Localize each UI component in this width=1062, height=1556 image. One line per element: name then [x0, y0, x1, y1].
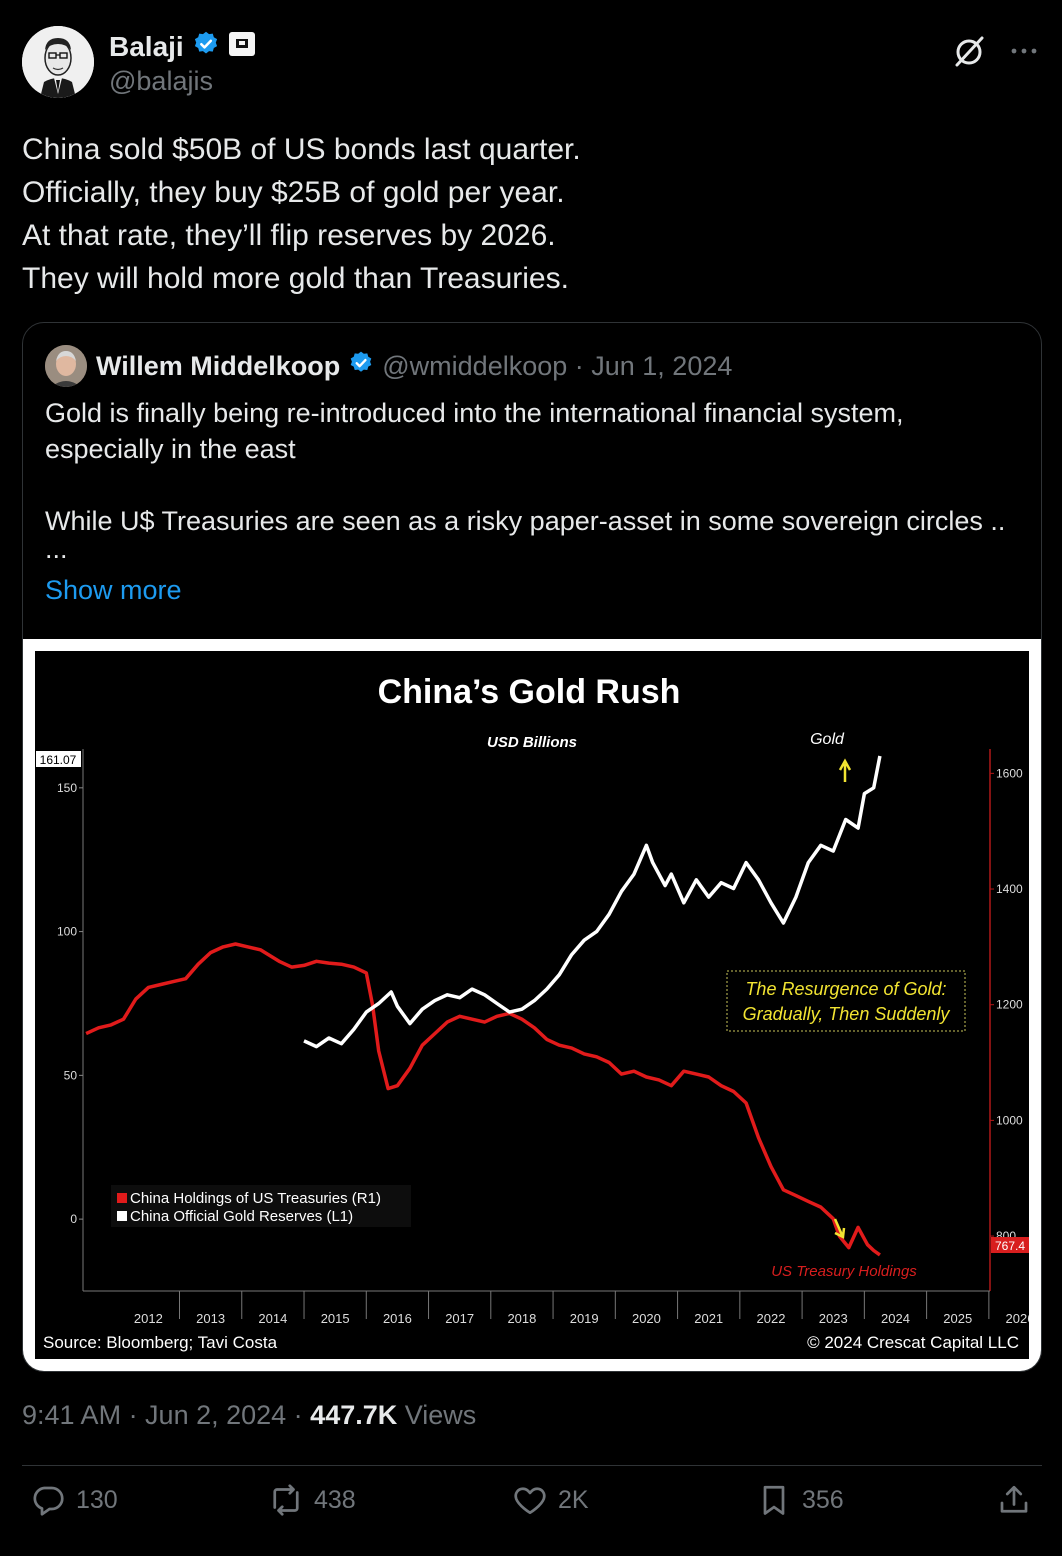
callout-line2: Gradually, Then Suddenly — [743, 1004, 951, 1024]
author-name[interactable]: Balaji — [109, 30, 184, 62]
views-label: Views — [397, 1400, 477, 1430]
like-count: 2K — [558, 1485, 589, 1514]
reply-count: 130 — [76, 1485, 118, 1514]
legend-swatch-treasuries — [117, 1193, 127, 1203]
quoted-handle-date[interactable]: @wmiddelkoop · Jun 1, 2024 — [382, 351, 733, 381]
bookmark-count: 356 — [802, 1485, 844, 1514]
left-tick-label: 100 — [57, 925, 77, 939]
author-handle[interactable]: @balajis — [109, 66, 213, 96]
x-tick-label: 2025 — [943, 1311, 972, 1326]
quoted-text: Gold is finally being re-introduced into… — [45, 395, 1025, 564]
treasury-series-label: US Treasury Holdings — [771, 1263, 917, 1280]
x-tick-label: 2014 — [258, 1311, 287, 1326]
tweet-line: At that rate, they’ll flip reserves by 2… — [22, 219, 556, 252]
callout-line1: The Resurgence of Gold: — [745, 979, 946, 999]
treasuries-line — [85, 942, 881, 1257]
callout-box — [726, 970, 966, 1032]
reply-icon — [33, 1486, 64, 1516]
heart-icon — [514, 1487, 546, 1515]
x-tick-label: 2017 — [445, 1311, 474, 1326]
chart-subtitle: USD Billions — [487, 734, 577, 751]
left-last-value: 161.07 — [40, 753, 77, 767]
repost-button[interactable]: 438 — [268, 1482, 356, 1518]
affiliate-badge-icon[interactable] — [228, 31, 256, 62]
x-tick-label: 2026 — [1006, 1311, 1029, 1326]
chart-source: Source: Bloomberg; Tavi Costa — [43, 1333, 278, 1352]
like-button[interactable]: 2K — [512, 1482, 589, 1518]
grok-icon[interactable] — [952, 34, 986, 68]
chart-svg: China’s Gold Rush USD Billions Gold US T… — [36, 673, 1034, 1352]
right-tick-label: 1200 — [996, 998, 1023, 1012]
x-axis-ticks: 2012 2013 2014 2015 2016 2017 2018 2019 2020 2021… — [134, 1291, 1034, 1326]
x-tick-label: 2021 — [694, 1311, 723, 1326]
legend-item-gold: China Official Gold Reserves (L1) — [130, 1208, 353, 1225]
right-last-value-box — [991, 1237, 1029, 1253]
left-axis-ticks: 0 50 100 150 — [57, 781, 83, 1226]
share-icon — [1000, 1485, 1028, 1513]
tweet-text: China sold $50B of US bonds last quarter… — [22, 128, 1032, 300]
quoted-ellipsis: ... — [45, 534, 68, 564]
tweet-line: They will hold more gold than Treasuries… — [22, 262, 569, 295]
x-tick-label: 2016 — [383, 1311, 412, 1326]
chart-image[interactable]: China’s Gold Rush USD Billions Gold US T… — [23, 639, 1041, 1371]
bookmark-button[interactable]: 356 — [756, 1482, 844, 1518]
chart-panel: China’s Gold Rush USD Billions Gold US T… — [35, 651, 1034, 1359]
x-tick-label: 2019 — [570, 1311, 599, 1326]
right-tick-label: 1000 — [996, 1113, 1023, 1127]
legend-box — [111, 1185, 411, 1227]
quoted-author-name[interactable]: Willem Middelkoop — [96, 351, 341, 381]
legend-swatch-gold — [117, 1211, 127, 1221]
repost-count: 438 — [314, 1485, 356, 1514]
left-tick-label: 50 — [64, 1068, 78, 1082]
gold-line — [303, 755, 882, 1049]
timestamp-text[interactable]: 9:41 AM · Jun 2, 2024 · — [22, 1400, 311, 1430]
left-tick-label: 0 — [70, 1212, 77, 1226]
series-lines — [85, 755, 882, 1257]
gold-series-label: Gold — [810, 731, 845, 748]
tweet-line: Officially, they buy $25B of gold per ye… — [22, 176, 565, 209]
right-tick-label: 1400 — [996, 882, 1023, 896]
quoted-author-avatar[interactable] — [45, 345, 87, 387]
x-tick-label: 2012 — [134, 1311, 163, 1326]
verified-badge-icon — [192, 30, 220, 63]
divider — [22, 1465, 1042, 1466]
chart-copyright: © 2024 Crescat Capital LLC — [807, 1333, 1019, 1352]
x-tick-label: 2023 — [819, 1311, 848, 1326]
x-tick-label: 2018 — [507, 1311, 536, 1326]
x-tick-label: 2024 — [881, 1311, 910, 1326]
tweet-line: China sold $50B of US bonds last quarter… — [22, 133, 581, 166]
verified-badge-icon — [348, 350, 374, 383]
reply-button[interactable]: 130 — [30, 1482, 118, 1518]
up-arrow-icon — [838, 758, 852, 782]
quoted-tweet[interactable]: Willem Middelkoop @wmiddelkoop · Jun 1, … — [22, 322, 1042, 1372]
x-tick-label: 2015 — [321, 1311, 350, 1326]
action-bar: 130 438 2K 356 — [22, 1482, 1042, 1538]
x-tick-label: 2022 — [757, 1311, 786, 1326]
show-more-link[interactable]: Show more — [45, 575, 182, 605]
share-button[interactable] — [996, 1482, 1032, 1518]
author-avatar[interactable] — [22, 26, 94, 98]
quoted-paragraph: While U$ Treasuries are seen as a risky … — [45, 506, 1006, 536]
x-tick-label: 2020 — [632, 1311, 661, 1326]
tweet-header: Balaji @balajis — [22, 26, 1042, 100]
down-arrow-icon — [833, 1218, 846, 1239]
paragraph-gap — [45, 467, 1025, 503]
chart-title: China’s Gold Rush — [378, 673, 681, 711]
legend-item-treasuries: China Holdings of US Treasuries (R1) — [130, 1190, 381, 1207]
views-count: 447.7K — [310, 1400, 398, 1430]
bookmark-icon — [763, 1485, 785, 1515]
tweet-timestamp: 9:41 AM · Jun 2, 2024 · 447.7K Views — [22, 1400, 476, 1431]
left-tick-label: 150 — [57, 781, 77, 795]
x-tick-label: 2013 — [196, 1311, 225, 1326]
right-last-value: 767.4 — [995, 1239, 1025, 1253]
left-last-value-box — [36, 751, 81, 767]
more-options-icon[interactable] — [1008, 36, 1040, 66]
right-tick-label: 1600 — [996, 766, 1023, 780]
quoted-paragraph: Gold is finally being re-introduced into… — [45, 398, 904, 464]
repost-icon — [273, 1484, 299, 1516]
